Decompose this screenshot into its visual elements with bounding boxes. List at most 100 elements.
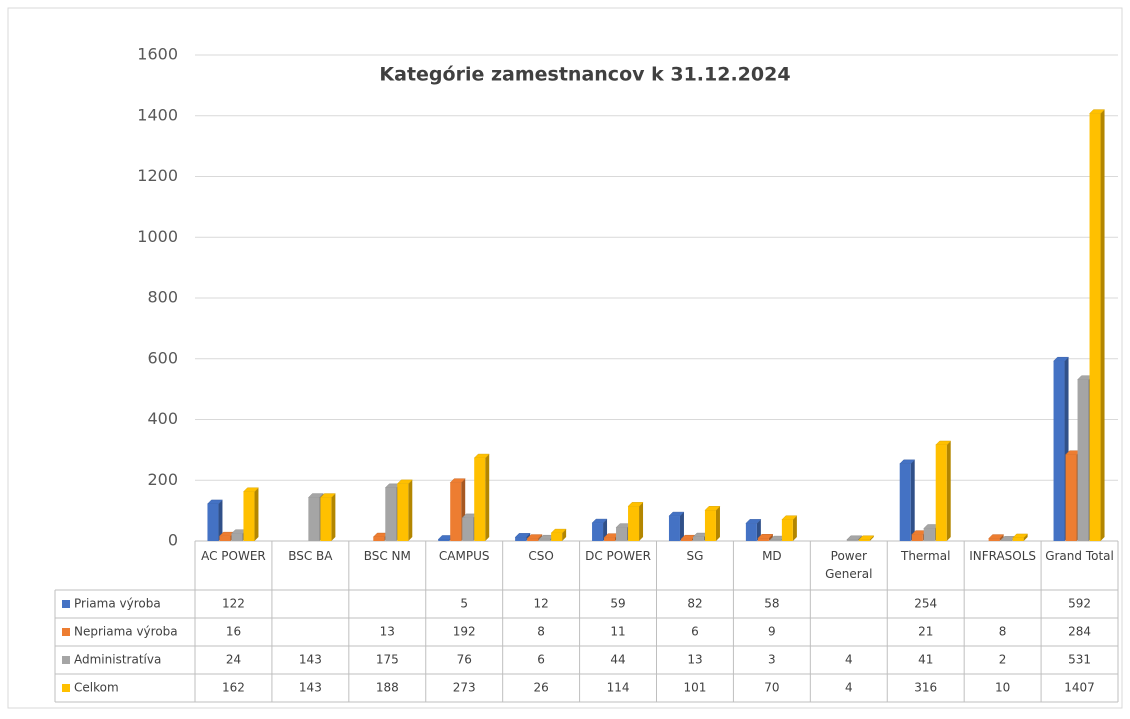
bar-side [910, 459, 915, 541]
bar-side [485, 454, 490, 541]
y-tick-label: 200 [147, 470, 178, 489]
table-value: 12 [533, 597, 548, 611]
bar-front [450, 482, 462, 541]
bar [858, 535, 875, 541]
bar-front [846, 539, 858, 541]
bar [899, 459, 916, 541]
y-tick-label: 600 [147, 348, 178, 367]
bar-front [539, 539, 551, 541]
bar-front [385, 487, 397, 541]
bar-front [320, 497, 332, 541]
bar-side [331, 493, 336, 541]
table-value: 70 [764, 681, 779, 695]
bar-front [1065, 454, 1077, 541]
bar [627, 502, 644, 541]
bar-front [207, 503, 219, 541]
x-tick-label: Power General [825, 549, 873, 581]
table-value: 13 [687, 653, 702, 667]
bar-front [1077, 379, 1089, 541]
table-value: 4 [845, 681, 853, 695]
y-tick-label: 800 [147, 288, 178, 307]
bar [781, 515, 798, 541]
bar [757, 534, 774, 541]
table-value: 114 [607, 681, 630, 695]
x-tick-label: DC POWER [585, 549, 651, 563]
bar [668, 511, 685, 541]
table-value: 1407 [1064, 681, 1095, 695]
bar-side [1023, 533, 1028, 541]
table-value: 284 [1068, 625, 1091, 639]
legend-label: Priama výroba [74, 597, 161, 611]
bar-front [988, 538, 1000, 541]
bar-front [438, 539, 450, 541]
bar-front [592, 523, 604, 541]
bar-front [769, 540, 781, 541]
table-value: 76 [457, 653, 472, 667]
table-value: 82 [687, 597, 702, 611]
x-tick-label-box: BSC BA [288, 549, 333, 563]
bar-front [745, 523, 757, 541]
x-tick-label: SG [686, 549, 704, 563]
table-value: 162 [222, 681, 245, 695]
bar-front [668, 516, 680, 541]
x-tick-label-box: Power General [825, 549, 873, 581]
x-tick-label-box: AC POWER [201, 549, 266, 563]
bar-side [679, 512, 684, 541]
bar-front [308, 497, 320, 541]
y-tick-label: 400 [147, 409, 178, 428]
bar-front [680, 539, 692, 541]
table-value: 58 [764, 597, 779, 611]
table-value: 3 [768, 653, 776, 667]
bar-front [373, 537, 385, 541]
table-value: 16 [226, 625, 241, 639]
bar-front [1089, 113, 1101, 541]
table-value: 21 [918, 625, 933, 639]
bar-front [899, 463, 911, 541]
y-tick-label: 0 [168, 531, 178, 550]
bar-side [639, 502, 644, 541]
bar-front [781, 519, 793, 541]
table-value: 8 [999, 625, 1007, 639]
bar-front [243, 491, 255, 541]
table-value: 175 [376, 653, 399, 667]
x-tick-label-box: MD [762, 549, 782, 563]
table-value: 9 [768, 625, 776, 639]
table-value: 13 [380, 625, 395, 639]
legend-label: Celkom [74, 681, 119, 695]
x-tick-label: Thermal [900, 549, 951, 563]
x-tick-label-box: Thermal [900, 549, 951, 563]
table-value: 2 [999, 653, 1007, 667]
table-value: 41 [918, 653, 933, 667]
bar [745, 519, 762, 541]
bar-side [1100, 109, 1105, 541]
bar-front [1000, 540, 1012, 541]
legend-swatch [62, 656, 70, 664]
bar-side [756, 519, 761, 541]
bar-front [231, 533, 243, 541]
y-tick-label: 1000 [137, 227, 178, 246]
table-value: 11 [610, 625, 625, 639]
chart-title: Kategórie zamestnancov k 31.12.2024 [379, 64, 790, 86]
bar [206, 499, 224, 541]
x-tick-label-box: SG [686, 549, 704, 563]
bar-side [715, 506, 720, 541]
y-tick-label: 1200 [137, 166, 178, 185]
bar [591, 518, 608, 541]
bar [473, 453, 490, 541]
bar-side [768, 534, 773, 541]
bar-front [515, 537, 527, 541]
bar-side [999, 534, 1004, 541]
bar-front [474, 458, 486, 541]
x-tick-label: INFRASOLS [969, 549, 1037, 563]
table-value: 143 [299, 681, 322, 695]
x-tick-label-box: BSC NM [364, 549, 411, 563]
table-value: 273 [453, 681, 476, 695]
bar-side [562, 529, 567, 541]
bar [704, 506, 721, 541]
x-tick-label: Grand Total [1045, 549, 1114, 563]
x-tick-label: BSC BA [288, 549, 333, 563]
x-tick-label: CSO [528, 549, 554, 563]
bar [396, 479, 413, 541]
bar-front [527, 538, 539, 541]
